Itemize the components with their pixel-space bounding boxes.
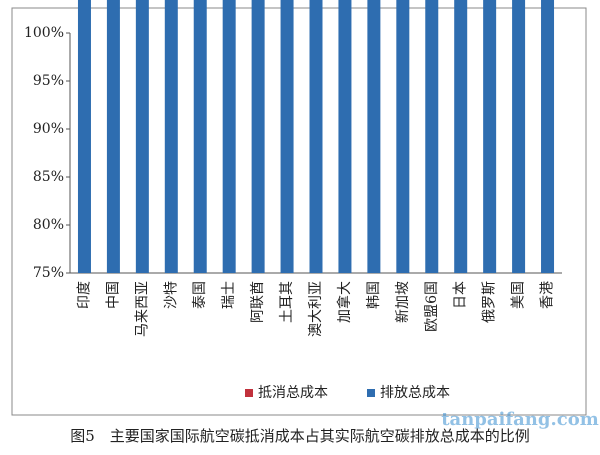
- y-tick-label: 100%: [24, 25, 64, 41]
- x-tick-label: 阿联酋: [249, 281, 266, 323]
- x-tick-label: 土耳其: [279, 281, 295, 323]
- bar-segment: [309, 0, 323, 273]
- x-tick-label: 沙特: [163, 281, 179, 309]
- x-tick-label: 韩国: [366, 281, 382, 309]
- y-tick-label: 75%: [33, 265, 64, 281]
- frame: [11, 7, 587, 416]
- bar-segment: [541, 0, 555, 273]
- legend-swatch: [367, 389, 375, 397]
- bar-segment: [280, 0, 294, 273]
- bar-segment: [77, 0, 91, 273]
- bar-segment: [396, 0, 410, 273]
- x-tick-label: 美国: [511, 281, 527, 309]
- x-tick-label: 加拿大: [336, 281, 353, 323]
- bar-segment: [454, 0, 468, 273]
- x-tick-label: 欧盟6国: [424, 281, 440, 332]
- bar-segment: [425, 0, 439, 273]
- watermark: tanpaifang.com: [441, 409, 599, 430]
- caption: 图5 主要国家国际航空碳抵消成本占其实际航空碳排放总成本的比例: [70, 427, 530, 445]
- x-tick-label: 日本: [453, 281, 469, 309]
- bar-segment: [193, 0, 207, 273]
- bar-segment: [164, 0, 178, 273]
- bar-segment: [512, 0, 526, 273]
- bar-segment: [483, 0, 497, 273]
- legend-label: 排放总成本: [380, 385, 450, 401]
- y-tick-label: 95%: [33, 73, 64, 89]
- bar-segment: [106, 0, 120, 273]
- y-tick-label: 80%: [33, 217, 64, 233]
- x-tick-label: 瑞士: [221, 281, 237, 309]
- x-tick-label: 中国: [105, 281, 121, 309]
- x-tick-label: 印度: [76, 281, 92, 309]
- bar-segment: [367, 0, 381, 273]
- x-tick-label: 新加坡: [395, 281, 411, 323]
- legend-label: 抵消总成本: [258, 385, 328, 401]
- bar-segment: [135, 0, 149, 273]
- legend-swatch: [245, 389, 253, 397]
- bar-segment: [338, 0, 352, 273]
- x-tick-label: 泰国: [192, 281, 208, 309]
- y-tick-label: 85%: [33, 169, 64, 185]
- bar-segment: [222, 0, 236, 273]
- bar-segment: [251, 0, 265, 273]
- x-tick-label: 澳大利亚: [308, 281, 324, 337]
- x-tick-label: 香港: [540, 281, 556, 309]
- x-tick-label: 俄罗斯: [482, 281, 498, 323]
- x-tick-label: 马来西亚: [134, 281, 150, 337]
- y-tick-label: 90%: [33, 121, 64, 137]
